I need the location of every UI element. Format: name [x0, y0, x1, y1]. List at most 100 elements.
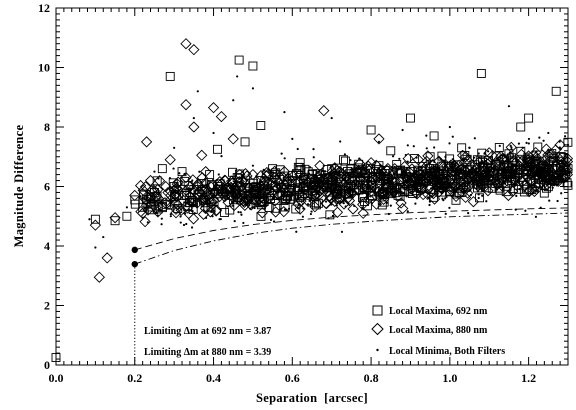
diamond-marker [373, 133, 385, 145]
minima-dot [398, 157, 401, 160]
diamond-marker [296, 190, 309, 202]
minima-dot [291, 191, 294, 195]
minima-dot [378, 171, 381, 174]
minima-dot [496, 175, 499, 178]
minima-dot [285, 209, 288, 212]
minima-dot [498, 179, 501, 182]
diamond-marker [340, 172, 352, 184]
diamond-marker [152, 206, 164, 218]
minima-dot [88, 218, 91, 221]
minima-dot [434, 180, 437, 183]
minima-dot [265, 187, 268, 191]
minima-dot [521, 183, 524, 186]
diamond-marker [417, 188, 429, 201]
minima-dot [307, 188, 310, 191]
diamond-marker [180, 38, 192, 50]
square-marker [157, 164, 167, 174]
minima-dot [302, 207, 305, 210]
minima-dot [430, 187, 433, 190]
diamond-marker [363, 193, 375, 205]
minima-dot [239, 211, 242, 214]
minima-dot [504, 179, 507, 182]
minima-dot [190, 226, 194, 229]
minima-dot [152, 201, 155, 204]
diamond-marker [448, 159, 461, 171]
minima-dot [253, 206, 256, 210]
minima-dot [426, 173, 429, 176]
minima-dot [335, 204, 338, 207]
square-marker [327, 164, 337, 174]
minima-dot [425, 147, 428, 150]
minima-dot [332, 186, 336, 190]
minima-dot [236, 202, 239, 205]
minima-dot [396, 183, 399, 186]
minima-dot [379, 169, 382, 172]
diamond-marker [309, 189, 321, 201]
diamond-marker [296, 173, 308, 185]
diamond-marker [93, 271, 105, 283]
diamond-marker [458, 164, 470, 176]
diamond-marker [168, 184, 180, 196]
diamond-marker [292, 176, 304, 189]
minima-dot [428, 200, 432, 203]
minima-dot [482, 188, 486, 192]
minima-dot [330, 197, 334, 200]
minima-dot [296, 197, 299, 200]
minima-dot [471, 171, 474, 174]
diamond-marker [428, 193, 441, 205]
minima-dot [458, 171, 461, 175]
minima-dot [469, 193, 473, 197]
minima-dot [184, 212, 187, 215]
minima-dot [335, 185, 339, 188]
minima-dot [487, 150, 490, 153]
minima-dot [249, 207, 252, 210]
diamond-marker [153, 175, 166, 187]
minima-dot [515, 194, 518, 198]
diamond-marker [170, 207, 182, 219]
minima-dot [399, 173, 402, 177]
minima-dot [516, 181, 520, 184]
square-marker [472, 155, 482, 165]
diamond-marker [210, 185, 222, 198]
diamond-marker [459, 151, 472, 163]
minima-dot [179, 180, 182, 183]
axes-layer: 0.0 0.2 0.4 0.6 0.8 1.0 1.2 0 2 4 6 8 10 12 [38, 1, 569, 385]
diamond-marker [342, 178, 354, 191]
minima-dot [286, 202, 289, 205]
minima-dot [485, 170, 488, 173]
diamond-marker [377, 193, 390, 205]
minima-dot [498, 144, 501, 147]
minima-dot [182, 223, 186, 227]
minima-dot [468, 160, 472, 163]
diamond-marker [188, 121, 200, 133]
diamond-marker [236, 175, 248, 187]
minima-dot [406, 160, 409, 163]
minima-dot [391, 195, 395, 198]
diamond-marker [364, 186, 376, 198]
diamond-marker [298, 171, 310, 184]
minima-dot [358, 157, 361, 160]
square-marker [161, 199, 171, 209]
minima-dot [233, 196, 236, 199]
diamond-marker [540, 161, 552, 173]
diamond-marker [318, 182, 330, 194]
minima-dot [385, 192, 388, 195]
minima-dot [348, 190, 351, 193]
minima-dot [221, 184, 224, 188]
diamond-marker [357, 207, 369, 219]
diamond-marker [140, 194, 152, 206]
minima-dot [312, 156, 315, 159]
minima-dot [196, 90, 199, 93]
minima-dot [500, 182, 503, 186]
minima-dot [340, 186, 343, 190]
diamond-marker [379, 190, 391, 202]
square-marker [502, 181, 512, 191]
square-marker [170, 197, 180, 207]
diamond-marker [530, 180, 542, 192]
diamond-marker [367, 174, 379, 186]
diamond-marker [207, 102, 220, 114]
minima-dot [179, 215, 182, 218]
minima-dot [160, 223, 163, 226]
square-marker [374, 161, 384, 171]
minima-dot [477, 196, 480, 200]
